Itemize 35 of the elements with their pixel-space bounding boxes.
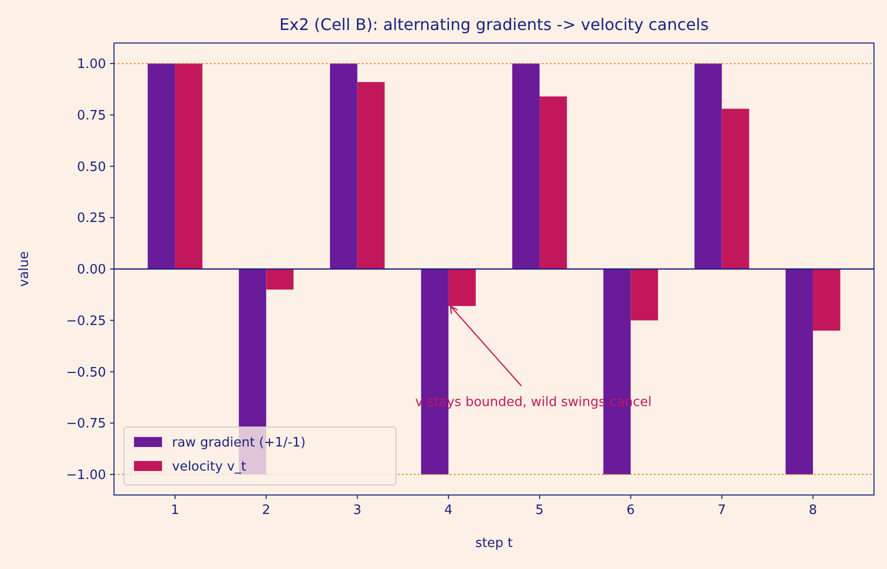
bar	[266, 269, 294, 290]
x-tick-label: 8	[808, 503, 818, 518]
bar	[812, 269, 840, 331]
bar	[786, 269, 813, 474]
bar	[357, 82, 385, 269]
legend-label: velocity v_t	[172, 460, 246, 475]
y-tick-label: 1.00	[77, 57, 106, 72]
bar	[148, 64, 176, 269]
y-tick-label: −1.00	[66, 468, 106, 484]
chart-title: Ex2 (Cell B): alternating gradients -> velocity cancels	[279, 15, 709, 34]
bar	[694, 64, 722, 269]
x-tick-label: 5	[535, 503, 544, 518]
x-tick-label: 3	[353, 503, 362, 518]
y-axis-title: value	[17, 251, 32, 287]
y-tick-label: −0.25	[66, 314, 106, 329]
legend-label: raw gradient (+1/-1)	[172, 436, 306, 451]
y-tick-label: 0.25	[77, 211, 106, 226]
y-tick-label: 0.50	[77, 160, 106, 175]
y-tick-label: −0.50	[66, 365, 106, 380]
bar	[175, 64, 202, 269]
x-tick-label: 7	[718, 503, 726, 518]
y-tick-label: −0.75	[66, 416, 106, 432]
x-tick-label: 6	[626, 503, 635, 518]
bar	[630, 269, 658, 320]
bar	[448, 269, 476, 306]
bar	[330, 64, 358, 269]
x-tick-label: 1	[170, 503, 180, 518]
bar	[722, 108, 750, 269]
x-tick-label: 4	[444, 503, 453, 518]
x-axis-title: step t	[475, 536, 513, 551]
bar	[540, 96, 567, 269]
x-tick-label: 2	[262, 503, 270, 518]
bar	[512, 64, 540, 269]
y-tick-label: 0.75	[77, 108, 106, 124]
y-tick-label: 0.00	[77, 262, 106, 278]
